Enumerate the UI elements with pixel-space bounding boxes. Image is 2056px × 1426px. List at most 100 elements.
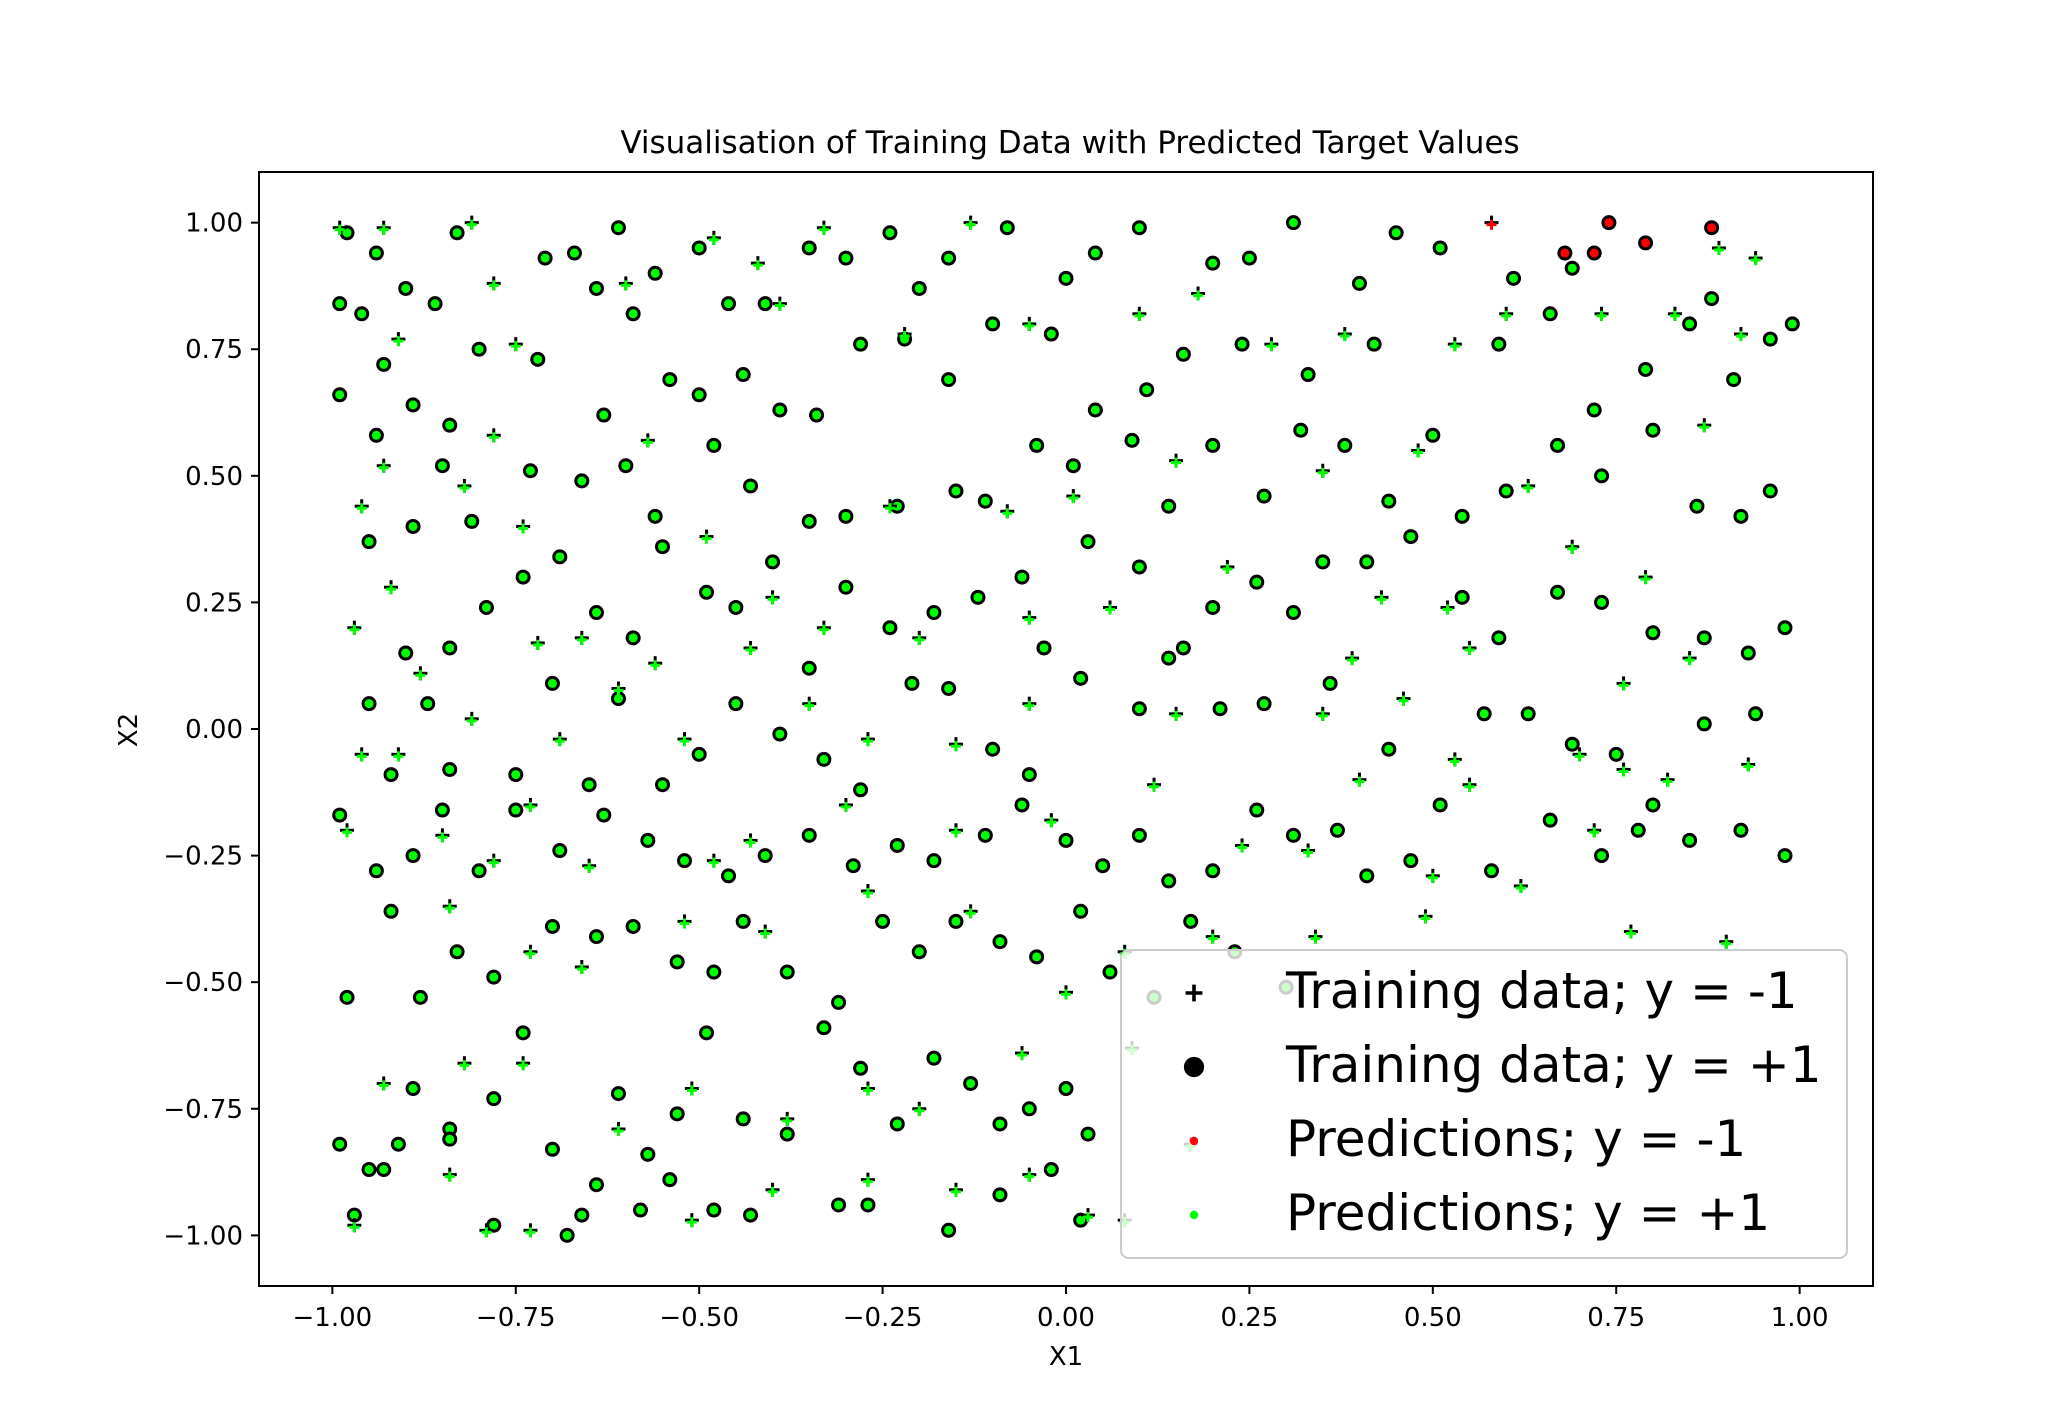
prediction-point-positive (1046, 329, 1056, 339)
prediction-point-positive (408, 521, 418, 531)
prediction-point-positive (1046, 1165, 1056, 1175)
prediction-point-positive (459, 1060, 470, 1071)
prediction-point-positive (1428, 430, 1438, 440)
prediction-point-positive (1208, 866, 1218, 876)
prediction-point-positive (1780, 623, 1790, 633)
prediction-point-positive (1061, 1084, 1071, 1094)
x-tick-label: 0.75 (1587, 1303, 1645, 1333)
prediction-point-positive (1449, 756, 1460, 767)
prediction-point-positive (1024, 700, 1035, 711)
x-tick-label: 0.50 (1404, 1303, 1462, 1333)
prediction-point-positive (1017, 800, 1027, 810)
prediction-point-positive (1449, 341, 1460, 352)
y-tick-label: 1.00 (185, 209, 243, 239)
prediction-point-positive (408, 1084, 418, 1094)
prediction-point-positive (1266, 341, 1277, 352)
prediction-point-positive (576, 963, 587, 974)
prediction-point-positive (1318, 557, 1328, 567)
prediction-point-positive (1743, 761, 1754, 772)
prediction-point-positive (1105, 604, 1116, 615)
prediction-point-positive (1574, 751, 1585, 762)
prediction-point-positive (738, 916, 748, 926)
prediction-point-positive (1076, 1215, 1086, 1225)
x-tick-label: 1.00 (1771, 1303, 1829, 1333)
prediction-point-positive (1735, 331, 1746, 342)
prediction-point-positive (1699, 422, 1710, 433)
prediction-point-positive (474, 866, 484, 876)
prediction-point-positive (357, 309, 367, 319)
prediction-point-positive (1567, 739, 1577, 749)
prediction-point-positive (371, 430, 381, 440)
prediction-point-positive (856, 1063, 866, 1073)
prediction-point-positive (1721, 938, 1732, 949)
prediction-point-positive (1288, 830, 1298, 840)
prediction-point-positive (1501, 486, 1511, 496)
prediction-point-positive (1457, 511, 1467, 521)
prediction-point-positive (1032, 440, 1042, 450)
prediction-point-negative (1707, 223, 1717, 233)
prediction-point-positive (1611, 749, 1621, 759)
prediction-point-positive (1237, 339, 1247, 349)
prediction-point-positive (804, 663, 814, 673)
prediction-point-positive (950, 827, 961, 838)
prediction-point-positive (1420, 913, 1431, 924)
prediction-point-positive (1376, 594, 1387, 605)
x-tick-label: −0.75 (476, 1303, 556, 1333)
prediction-point-positive (1347, 655, 1358, 666)
prediction-point-positive (746, 481, 756, 491)
prediction-point-positive (731, 699, 741, 709)
prediction-point-positive (628, 633, 638, 643)
prediction-point-positive (841, 511, 851, 521)
prediction-point-positive (863, 1200, 873, 1210)
prediction-point-positive (1002, 223, 1012, 233)
prediction-point-positive (709, 1205, 719, 1215)
prediction-point-positive (980, 830, 990, 840)
prediction-point-positive (1207, 933, 1218, 944)
plot-area: Training data; y = -1 Training data; y = … (258, 171, 1874, 1287)
prediction-point-positive (995, 937, 1005, 947)
y-tick-label: 0.75 (185, 335, 243, 365)
prediction-point-positive (1083, 1212, 1094, 1223)
prediction-point-positive (709, 967, 719, 977)
prediction-point-positive (437, 805, 447, 815)
prediction-point-positive (1076, 673, 1086, 683)
prediction-point-positive (1736, 825, 1746, 835)
prediction-point-positive (1288, 218, 1298, 228)
prediction-point-positive (1208, 440, 1218, 450)
prediction-point-positive (1362, 557, 1372, 567)
prediction-point-positive (342, 992, 352, 1002)
prediction-point-positive (393, 336, 404, 347)
prediction-point-positive (914, 634, 925, 645)
prediction-point-positive (1296, 425, 1306, 435)
y-tick-label: 0.00 (185, 715, 243, 745)
prediction-point-positive (488, 280, 499, 291)
prediction-point-positive (745, 644, 756, 655)
prediction-point-positive (988, 744, 998, 754)
prediction-point-positive (415, 992, 425, 1002)
y-tick-label: 0.50 (185, 462, 243, 492)
prediction-point-positive (444, 1171, 455, 1182)
prediction-point-positive (393, 751, 404, 762)
prediction-point-positive (1288, 608, 1298, 618)
prediction-point-positive (1222, 563, 1233, 574)
prediction-point-positive (474, 344, 484, 354)
prediction-point-positive (1743, 648, 1753, 658)
prediction-point-positive (1142, 385, 1152, 395)
prediction-point-positive (510, 341, 521, 352)
y-tick-label: −0.50 (163, 968, 243, 998)
prediction-point-positive (745, 837, 756, 848)
prediction-point-positive (1553, 587, 1563, 597)
prediction-point-positive (1024, 1104, 1034, 1114)
prediction-point-positive (533, 354, 543, 364)
prediction-point-positive (415, 670, 426, 681)
prediction-point-positive (1545, 815, 1555, 825)
prediction-point-positive (532, 639, 543, 650)
prediction-point-positive (702, 1028, 712, 1038)
prediction-point-positive (1076, 906, 1086, 916)
prediction-point-positive (1648, 425, 1658, 435)
prediction-point-positive (818, 224, 829, 235)
prediction-point-positive (856, 339, 866, 349)
prediction-point-positive (862, 1085, 873, 1096)
prediction-point-positive (643, 1149, 653, 1159)
prediction-point-positive (1354, 776, 1365, 787)
